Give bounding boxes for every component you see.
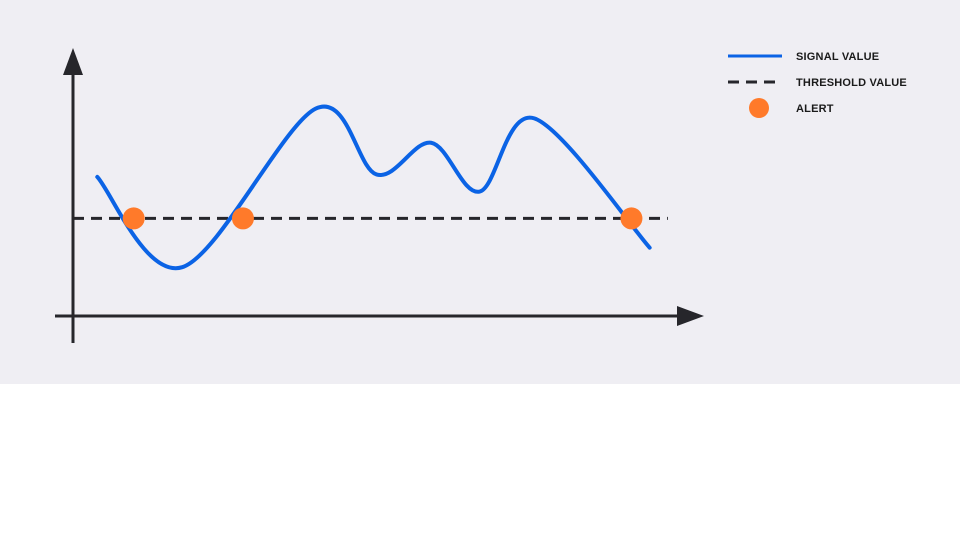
- legend-alert-marker: [749, 98, 769, 118]
- legend-alert-label: ALERT: [796, 103, 834, 115]
- alert-layer: [122, 207, 643, 230]
- y-axis-arrow: [63, 48, 83, 75]
- alert-marker-1: [122, 207, 145, 230]
- signal-line: [95, 104, 652, 271]
- alert-marker-3: [620, 207, 643, 230]
- legend-signal-label: SIGNAL VALUE: [796, 51, 879, 63]
- chart-axes: [55, 48, 704, 343]
- alert-marker-2: [231, 207, 254, 230]
- signal-layer: [95, 104, 652, 271]
- chart-legend: SIGNAL VALUE THRESHOLD VALUE ALERT: [728, 51, 907, 118]
- legend-threshold-label: THRESHOLD VALUE: [796, 77, 907, 89]
- x-axis-arrow: [677, 306, 704, 326]
- signal-threshold-chart: SIGNAL VALUE THRESHOLD VALUE ALERT: [55, 48, 907, 343]
